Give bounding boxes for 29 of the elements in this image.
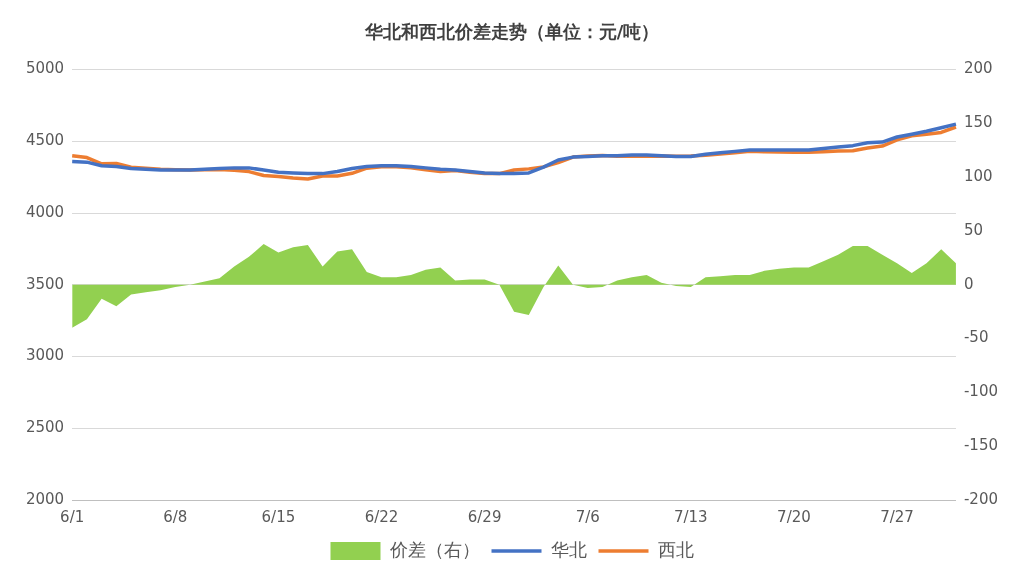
y2-tick-label: -200	[963, 489, 998, 508]
x-tick-label: 7/20	[777, 507, 811, 526]
x-tick-label: 6/29	[467, 507, 502, 526]
y-tick-label: 3500	[25, 274, 65, 293]
legend-label: 华北	[550, 538, 587, 560]
x-tick-label: 6/22	[364, 507, 399, 526]
x-tick-label: 6/1	[60, 507, 85, 526]
y-tick-label: 4500	[25, 131, 65, 150]
y-tick-label: 2500	[25, 418, 65, 437]
y-tick-label: 3000	[25, 346, 65, 365]
y2-tick-label: 50	[963, 220, 984, 239]
y-tick-label: 4000	[25, 202, 65, 221]
y-tick-label: 5000	[25, 59, 65, 78]
x-tick-label: 7/27	[880, 507, 914, 526]
y2-tick-label: -100	[963, 382, 998, 401]
chart-title: 华北和西北价差走势（单位：元/吨）	[363, 21, 660, 43]
x-tick-label: 7/6	[575, 507, 600, 526]
x-tick-label: 6/8	[163, 507, 188, 526]
y2-tick-label: 200	[963, 59, 993, 78]
y2-tick-label: 150	[963, 113, 993, 132]
x-tick-label: 7/13	[673, 507, 708, 526]
legend-label: 价差（右）	[388, 538, 480, 560]
y2-tick-label: 0	[963, 274, 974, 293]
y2-tick-label: -50	[963, 328, 989, 347]
legend-label: 西北	[657, 538, 694, 560]
y2-tick-label: -150	[963, 436, 998, 455]
x-tick-label: 6/15	[261, 507, 296, 526]
y-tick-label: 2000	[25, 489, 65, 508]
y2-tick-label: 100	[963, 167, 993, 186]
